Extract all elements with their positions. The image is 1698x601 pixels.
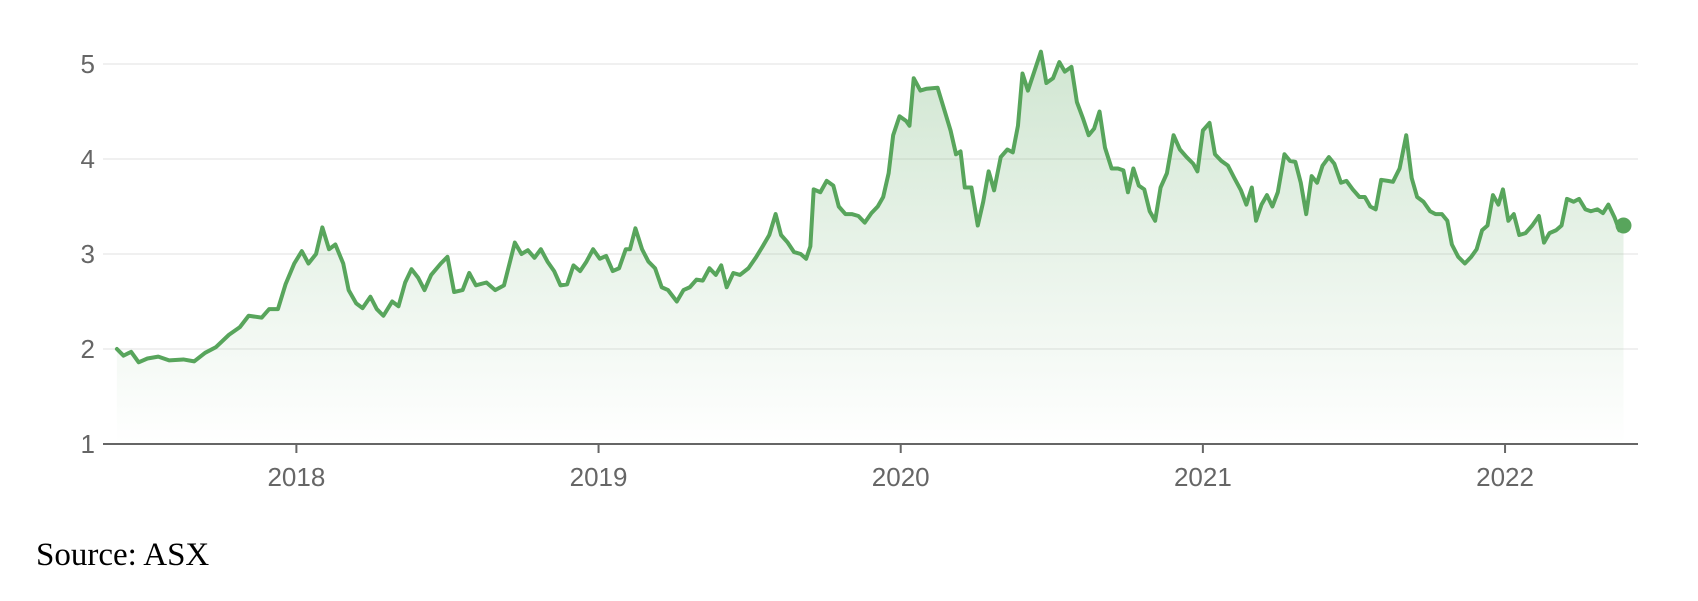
y-tick-label: 2: [81, 334, 95, 364]
x-tick-label: 2018: [267, 462, 325, 492]
price-line: [114, 49, 1626, 365]
x-tick-label: 2021: [1174, 462, 1232, 492]
x-tick-label: 2019: [570, 462, 628, 492]
axes: 1 2 3 4 5 2018 2019 2020 2021 2022: [81, 49, 1638, 492]
x-tick-label: 2022: [1476, 462, 1534, 492]
y-tick-label: 1: [81, 429, 95, 459]
y-tick-label: 4: [81, 144, 95, 174]
source-note: Source: ASX: [36, 537, 209, 573]
x-tick-label: 2020: [872, 462, 930, 492]
end-point: [1615, 217, 1632, 234]
area-fill: [116, 51, 1624, 445]
y-tick-label: 3: [81, 239, 95, 269]
y-tick-label: 5: [81, 49, 95, 79]
plot: [114, 49, 1632, 445]
